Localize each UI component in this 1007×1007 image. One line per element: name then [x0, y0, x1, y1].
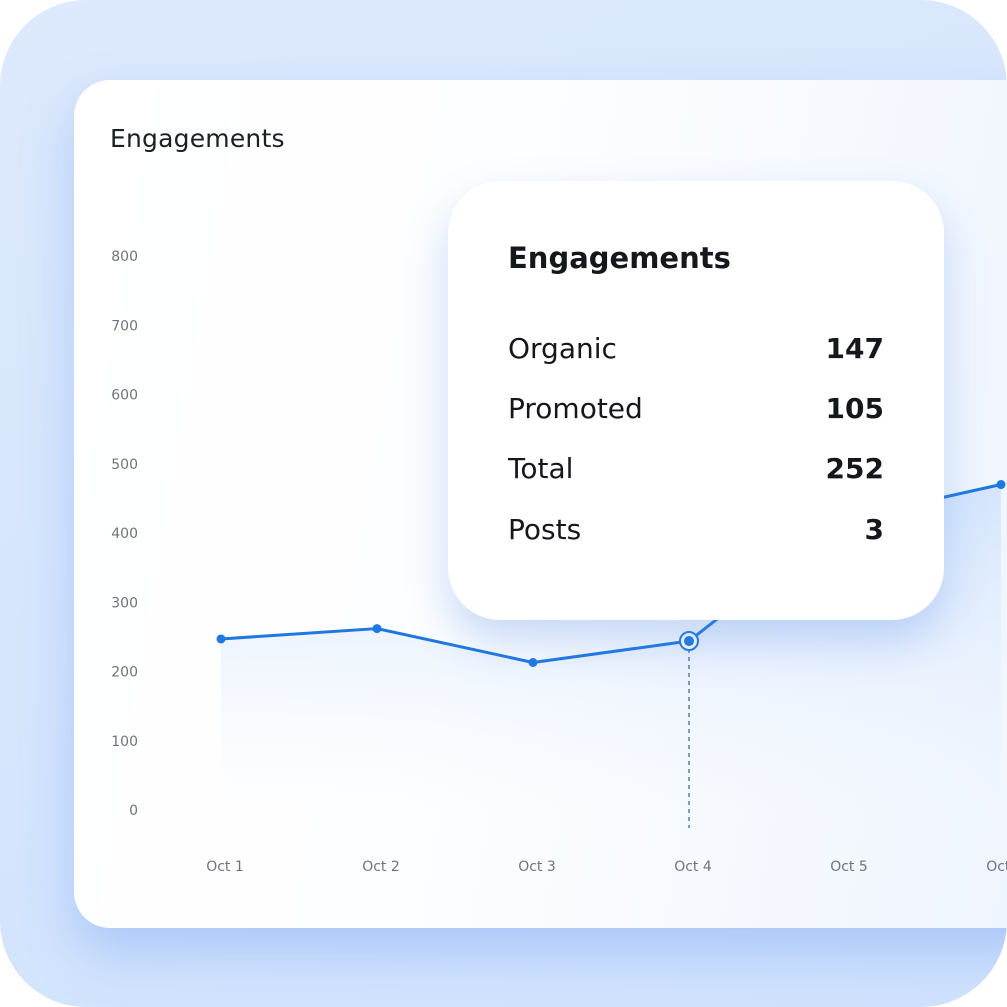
tooltip-value: 252	[825, 451, 884, 485]
tooltip-label: Posts	[508, 512, 582, 546]
y-tick-label: 600	[111, 388, 138, 404]
y-tick-label: 200	[111, 665, 138, 681]
x-tick-label: Oct 2	[362, 859, 400, 875]
y-axis: 0 100 200 300 400 500 600 700 800	[111, 249, 138, 819]
tooltip-label: Total	[508, 451, 574, 485]
x-tick-label: Oct 4	[674, 859, 712, 875]
tooltip-value: 147	[825, 331, 884, 365]
engagements-tooltip: Engagements Organic 147 Promoted 105 Tot…	[448, 181, 944, 620]
y-tick-label: 700	[111, 318, 138, 334]
data-point[interactable]	[372, 624, 382, 634]
tooltip-title: Engagements	[508, 241, 731, 275]
data-point[interactable]	[684, 636, 694, 647]
tooltip-row-promoted: Promoted 105	[508, 388, 884, 428]
card-title: Engagements	[110, 124, 285, 153]
y-tick-label: 300	[111, 595, 138, 611]
y-tick-label: 500	[111, 457, 138, 473]
tooltip-value: 3	[864, 512, 884, 546]
tooltip-row-posts: Posts 3	[508, 509, 884, 549]
y-tick-label: 800	[111, 249, 138, 265]
data-point[interactable]	[216, 634, 226, 644]
y-tick-label: 400	[111, 526, 138, 542]
x-axis: Oct 1 Oct 2 Oct 3 Oct 4 Oct 5 Oct 6	[206, 859, 1007, 875]
tooltip-value: 105	[825, 391, 884, 425]
data-point[interactable]	[528, 657, 538, 667]
tooltip-row-total: Total 252	[508, 448, 884, 488]
x-tick-label: Oct 3	[518, 859, 556, 875]
data-point[interactable]	[996, 480, 1006, 490]
x-tick-label: Oct 6	[986, 859, 1007, 875]
series-points	[216, 480, 1006, 667]
tooltip-row-organic: Organic 147	[508, 328, 884, 368]
x-tick-label: Oct 1	[206, 859, 244, 875]
x-tick-label: Oct 5	[830, 859, 868, 875]
tooltip-label: Organic	[508, 331, 617, 365]
y-tick-label: 0	[129, 803, 138, 819]
tooltip-label: Promoted	[508, 391, 643, 425]
y-tick-label: 100	[111, 734, 138, 750]
